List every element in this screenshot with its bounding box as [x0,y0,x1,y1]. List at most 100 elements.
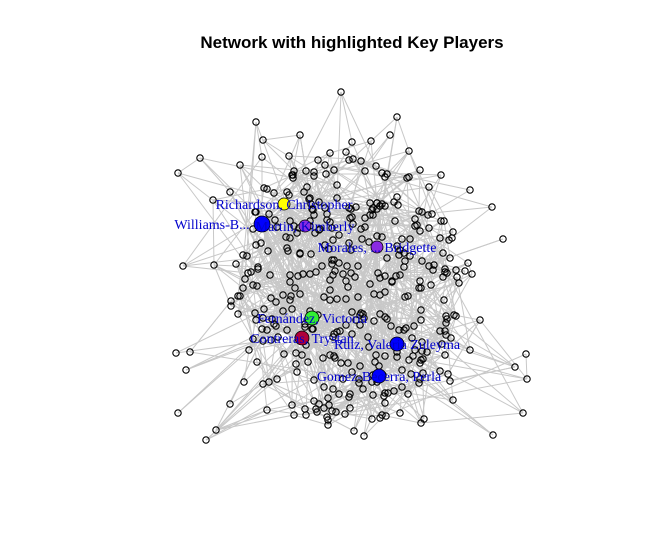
network-node [476,316,484,324]
network-node [305,195,313,203]
network-node [272,322,280,330]
network-node [437,171,445,179]
network-node [488,203,496,211]
network-edge [381,172,442,176]
network-node [381,173,389,181]
network-node [247,268,255,276]
network-edge [182,225,306,267]
network-node [345,393,353,401]
network-edge [317,314,421,380]
network-node [345,239,353,247]
network-edge [215,414,295,431]
network-edge [327,382,360,426]
network-node [337,359,345,367]
network-node [270,320,278,328]
network-node [285,152,293,160]
network-node [439,249,447,257]
network-node [348,308,356,316]
network-node [381,399,389,407]
network-edge [313,159,350,173]
network-node [239,251,247,259]
network-node [268,315,276,323]
network-node [415,379,423,387]
network-edge [175,339,272,354]
network-edge [317,159,378,248]
network-node [427,281,435,289]
network-node [264,247,272,255]
network-edge [255,121,263,158]
network-node [418,338,426,346]
network-node [360,314,368,322]
network-node [438,340,446,348]
network-node [344,359,352,367]
network-node [378,200,386,208]
network-node [258,325,266,333]
network-node [288,401,296,409]
network-edge [262,139,315,173]
network-node [417,284,425,292]
network-edge [384,370,441,394]
network-edge [370,140,378,204]
network-node [333,295,341,303]
network-node [279,291,287,299]
network-node [254,265,262,273]
network-node [358,235,366,243]
network-edge [189,300,232,353]
network-node [442,312,450,320]
network-node [425,262,433,270]
network-node [428,210,436,218]
network-node [466,346,474,354]
network-node [315,198,323,206]
network-node [241,275,249,283]
network-edge [439,330,443,345]
network-edge [301,337,351,409]
network-node [418,208,426,216]
network-edge [418,210,444,278]
network-edge [373,320,380,377]
network-node [296,131,304,139]
network-node [382,412,390,420]
network-node [259,136,267,144]
network-node [286,234,294,242]
network-edge [199,157,294,179]
network-node [320,404,328,412]
network-edge [326,213,371,216]
network-node [398,366,406,374]
network-edge [286,170,307,193]
network-node [355,379,363,387]
network-node [266,271,274,279]
network-node [405,356,413,364]
network-edge [408,150,442,222]
network-edge [364,134,391,172]
network-node [227,302,235,310]
network-node [443,269,451,277]
network-node [342,295,350,303]
network-edge [301,337,330,406]
network-node [321,161,329,169]
network-node [326,286,334,294]
network-node [336,327,344,335]
network-edge [396,343,422,424]
network-node [372,351,380,359]
network-node [350,427,358,435]
network-edge [420,359,528,380]
network-edge [308,116,398,200]
network-edge [396,116,410,152]
network-edge [283,203,386,293]
network-edge [262,134,301,141]
network-node [359,385,367,393]
network-node [196,154,204,162]
network-node [346,404,354,412]
network-node [296,249,304,257]
network-node [405,147,413,155]
network-edge [293,152,331,172]
network-node [395,251,403,259]
network-node [400,326,408,334]
network-edge [456,276,471,351]
network-edge [185,329,268,371]
network-node [401,293,409,301]
network-node [301,323,309,331]
network-node [523,375,531,383]
network-edge [311,213,328,319]
network-node [401,257,409,265]
